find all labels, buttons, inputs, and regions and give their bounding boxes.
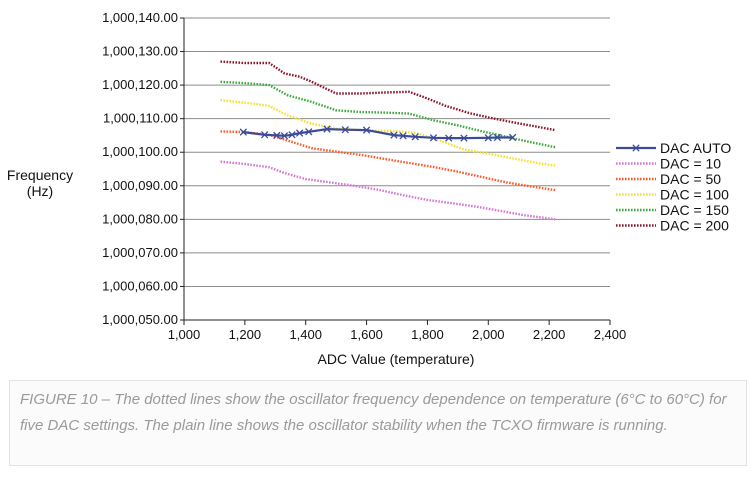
x-tick-label: 2,000 xyxy=(472,327,505,342)
y-tick-label: 1,000,070.00 xyxy=(102,245,178,260)
y-tick-label: 1,000,120.00 xyxy=(102,77,178,92)
series-dac-auto xyxy=(239,125,517,142)
x-tick-label: 2,200 xyxy=(533,327,566,342)
y-tick-label: 1,000,050.00 xyxy=(102,312,178,327)
series-line xyxy=(220,60,556,132)
data-point-marker xyxy=(273,131,281,140)
data-point-marker xyxy=(390,131,398,139)
series-layer xyxy=(220,60,556,221)
data-point-marker xyxy=(460,134,468,142)
data-point-marker xyxy=(445,134,453,142)
data-point-marker xyxy=(341,126,349,134)
legend-item-dac-100: DAC = 100 xyxy=(616,187,729,203)
legend-label: DAC = 50 xyxy=(660,171,721,187)
series-line xyxy=(220,80,556,149)
y-tick-label: 1,000,130.00 xyxy=(102,44,178,59)
y-tick-label: 1,000,140.00 xyxy=(102,10,178,25)
legend-label: DAC = 10 xyxy=(660,156,721,172)
data-point-marker xyxy=(508,133,517,142)
y-tick-label: 1,000,060.00 xyxy=(102,278,178,293)
x-tick-label: 1,800 xyxy=(411,327,444,342)
series-dac-50 xyxy=(220,130,556,192)
frequency-chart: 1,000,050.00 1,000,060.00 1,000,070.00 1,00… xyxy=(7,10,732,367)
data-point-marker xyxy=(484,134,492,142)
x-tick-label: 2,400 xyxy=(594,327,627,342)
series-dac-10 xyxy=(220,160,556,221)
series-line xyxy=(220,160,556,221)
data-point-marker xyxy=(323,125,331,133)
legend-label: DAC = 100 xyxy=(660,187,729,203)
data-point-marker xyxy=(239,128,247,136)
data-point-marker xyxy=(288,131,296,139)
data-point-marker xyxy=(399,132,407,140)
x-tick-label: 1,000 xyxy=(168,327,201,342)
y-axis-title-line-1: Frequency xyxy=(7,167,73,183)
series-dac-100 xyxy=(220,99,556,167)
x-tick-label: 1,200 xyxy=(229,327,262,342)
legend-item-dac-50: DAC = 50 xyxy=(616,171,721,187)
data-point-marker xyxy=(280,132,289,140)
legend-label: DAC AUTO xyxy=(660,140,731,156)
legend-item-dac-auto: DAC AUTO xyxy=(616,140,731,156)
data-point-marker xyxy=(429,134,438,142)
figure-caption: FIGURE 10 – The dotted lines show the os… xyxy=(9,380,747,466)
grid-layer xyxy=(184,17,610,321)
legend-label: DAC = 150 xyxy=(660,202,729,218)
data-point-marker xyxy=(493,133,502,142)
data-point-marker xyxy=(260,131,269,139)
legend-item-dac-150: DAC = 150 xyxy=(616,202,729,218)
x-tick-label: 1,400 xyxy=(289,327,322,342)
series-line xyxy=(220,130,556,192)
series-line xyxy=(220,99,556,167)
x-tick-label: 1,600 xyxy=(350,327,383,342)
data-point-marker xyxy=(305,128,313,136)
axis-layer: 1,000,050.00 1,000,060.00 1,000,070.00 1,00… xyxy=(102,10,626,342)
series-dac-200 xyxy=(220,60,556,132)
legend-item-dac-200: DAC = 200 xyxy=(616,218,729,234)
chart-container: 1,000,050.00 1,000,060.00 1,000,070.00 1,00… xyxy=(7,10,732,367)
x-axis-title: ADC Value (temperature) xyxy=(318,351,475,367)
y-tick-label: 1,000,080.00 xyxy=(102,211,178,226)
legend-label: DAC = 200 xyxy=(660,218,729,234)
legend-item-dac-10: DAC = 10 xyxy=(616,156,721,172)
data-point-marker xyxy=(295,129,304,137)
y-tick-label: 1,000,090.00 xyxy=(102,178,178,193)
data-point-marker xyxy=(411,133,419,141)
y-axis-title-line-2: (Hz) xyxy=(27,183,53,199)
data-point-marker xyxy=(362,126,371,134)
y-tick-label: 1,000,100.00 xyxy=(102,144,178,159)
y-tick-label: 1,000,110.00 xyxy=(103,111,178,126)
legend-marker xyxy=(632,144,640,152)
series-dac-150 xyxy=(220,80,556,149)
